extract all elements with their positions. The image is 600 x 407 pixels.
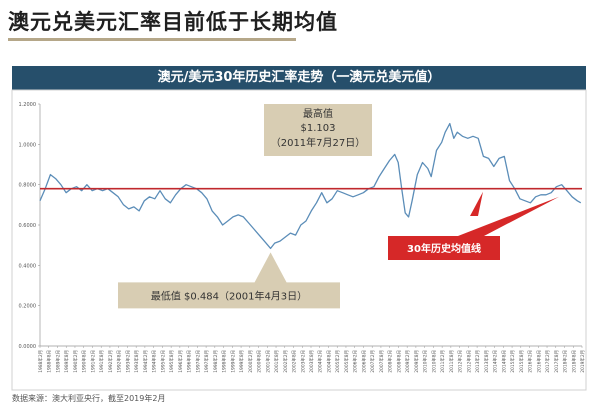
x-tick-label: 2012年8月 [465, 350, 472, 373]
x-tick-label: 2002年8月 [291, 350, 298, 373]
x-tick-label: 1990年2月 [72, 350, 79, 373]
x-tick-label: 2013年8月 [483, 350, 490, 373]
title-underline [8, 38, 296, 41]
min-callout-box [118, 252, 340, 309]
x-tick-label: 2017年8月 [553, 350, 560, 373]
x-tick-label: 1999年2月 [229, 350, 236, 373]
x-tick-label: 2015年8月 [518, 350, 525, 373]
x-tick-label: 1991年8月 [98, 350, 105, 373]
x-tick-label: 1993年8月 [133, 350, 140, 373]
x-tick-label: 2001年2月 [264, 350, 271, 373]
y-tick-label: 1.0000 [19, 142, 37, 148]
x-tick-label: 2017年2月 [544, 350, 551, 373]
exchange-rate-line [39, 122, 582, 250]
max-callout-label: 最高值 [303, 107, 333, 120]
x-tick-label: 2004年8月 [325, 350, 332, 373]
x-tick-label: 2008年8月 [395, 350, 402, 373]
average-label: 30年历史均值线 [407, 242, 481, 255]
source-note: 数据来源：澳大利亚央行，截至2019年2月 [12, 394, 166, 403]
x-tick-label: 1997年2月 [194, 350, 201, 373]
x-tick-label: 2019年2月 [579, 350, 586, 373]
x-tick-label: 1988年2月 [37, 350, 44, 373]
x-tick-label: 2004年2月 [317, 350, 324, 373]
x-tick-label: 1992年8月 [116, 350, 123, 373]
x-tick-label: 1997年8月 [203, 350, 210, 373]
x-tick-label: 1996年2月 [177, 350, 184, 373]
max-callout-date: （2011年7月27日） [271, 136, 366, 149]
page-title: 澳元兑美元汇率目前低于长期均值 [8, 10, 338, 34]
x-tick-label: 2018年8月 [570, 350, 577, 373]
x-tick-label: 2001年8月 [273, 350, 280, 373]
x-tick-label: 1995年8月 [168, 350, 175, 373]
x-tick-label: 2014年2月 [492, 350, 499, 373]
min-callout-label: 最低值 $0.484（2001年4月3日） [151, 289, 307, 302]
x-tick-label: 2015年2月 [509, 350, 516, 373]
x-tick-label: 1991年2月 [89, 350, 96, 373]
chart-frame [11, 89, 587, 391]
x-tick-label: 1990年8月 [81, 350, 88, 373]
x-tick-label: 1998年8月 [221, 350, 228, 373]
x-tick-label: 2013年2月 [474, 350, 481, 373]
max-callout-box [264, 104, 432, 156]
y-tick-label: 0.0000 [19, 344, 37, 350]
y-tick-label: 0.2000 [19, 304, 37, 310]
x-tick-label: 2007年8月 [378, 350, 385, 373]
x-tick-label: 1995年2月 [159, 350, 166, 373]
x-tick-label: 2007年2月 [369, 350, 376, 373]
x-tick-label: 1999年8月 [238, 350, 245, 373]
x-tick-label: 2002年2月 [282, 350, 289, 373]
chart-title: 澳元/美元30年历史汇率走势（一澳元兑美元值） [12, 66, 586, 90]
x-tick-label: 2003年8月 [308, 350, 315, 373]
y-tick-label: 0.8000 [19, 183, 37, 189]
y-tick-label: 1.2000 [19, 102, 37, 108]
x-tick-label: 1994年8月 [151, 350, 158, 373]
y-tick-label: 0.6000 [19, 223, 37, 229]
x-tick-label: 2006年2月 [352, 350, 359, 373]
x-tick-label: 1996年8月 [186, 350, 193, 373]
x-tick-label: 2018年2月 [562, 350, 569, 373]
max-callout-value: $1.103 [301, 123, 336, 134]
average-label-box [388, 236, 500, 260]
x-tick-label: 2008年2月 [387, 350, 394, 373]
x-tick-label: 2010年2月 [422, 350, 429, 373]
x-tick-label: 2000年2月 [247, 350, 254, 373]
average-label-pointer [458, 196, 560, 236]
x-tick-label: 2006年8月 [360, 350, 367, 373]
x-tick-label: 2005年2月 [334, 350, 341, 373]
x-tick-label: 2011年2月 [439, 350, 446, 373]
x-tick-label: 2009年8月 [413, 350, 420, 373]
x-tick-label: 2016年2月 [527, 350, 534, 373]
average-arrow [455, 191, 483, 216]
x-tick-label: 2003年2月 [299, 350, 306, 373]
x-tick-label: 1993年2月 [124, 350, 131, 373]
x-tick-label: 1988年8月 [46, 350, 53, 373]
x-tick-label: 1998年2月 [212, 350, 219, 373]
x-tick-label: 2000年8月 [256, 350, 263, 373]
x-tick-label: 1994年2月 [142, 350, 149, 373]
x-tick-label: 2010年8月 [430, 350, 437, 373]
x-tick-label: 2005年8月 [343, 350, 350, 373]
x-tick-label: 2009年2月 [404, 350, 411, 373]
x-tick-label: 1989年8月 [63, 350, 70, 373]
x-tick-label: 1989年2月 [54, 350, 61, 373]
x-tick-label: 2011年8月 [448, 350, 455, 373]
x-tick-label: 2014年8月 [500, 350, 507, 373]
x-tick-label: 1992年2月 [107, 350, 114, 373]
y-tick-label: 0.4000 [19, 263, 37, 269]
x-tick-label: 2016年8月 [535, 350, 542, 373]
x-tick-label: 2012年2月 [457, 350, 464, 373]
